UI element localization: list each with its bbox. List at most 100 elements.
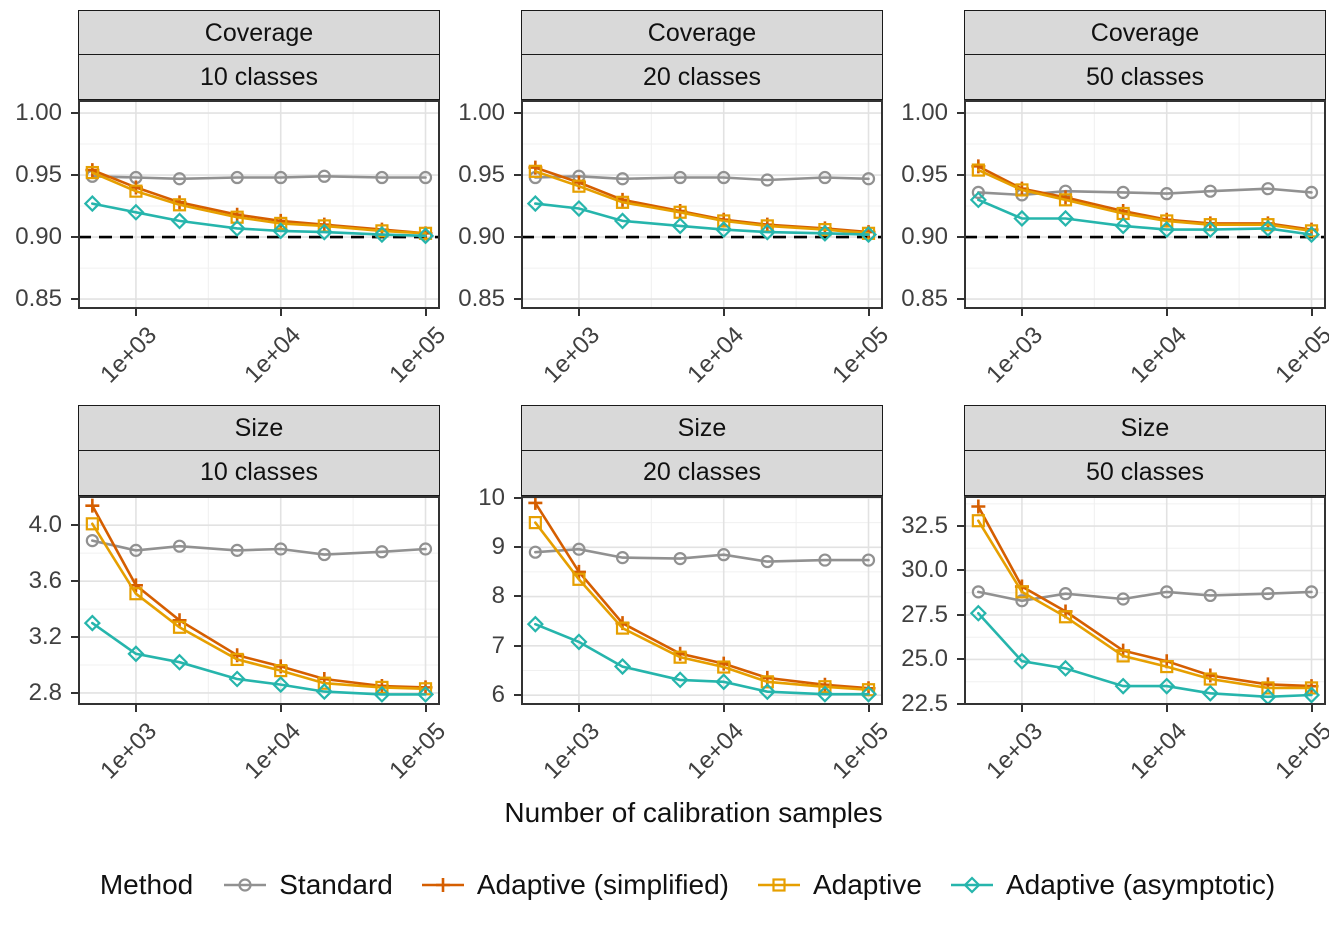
series-marker-diamond-icon	[758, 223, 776, 242]
strip-classes: 10 classes	[78, 449, 440, 496]
x-tick	[1165, 309, 1168, 317]
series-marker-circle-icon	[1261, 182, 1275, 196]
series-marker-square-icon	[375, 224, 389, 238]
y-axis: 22.5 25.0 27.5 30.0 32.5	[886, 496, 964, 715]
x-tick-label: 1e+05	[1270, 717, 1329, 785]
series-marker-diamond-icon	[127, 204, 145, 222]
x-tick	[867, 309, 870, 317]
series-marker-square-icon	[818, 679, 832, 694]
series-line	[91, 202, 427, 238]
series-marker-circle-icon	[317, 170, 331, 184]
y-tick	[71, 691, 78, 694]
x-tick	[279, 704, 282, 712]
facet-plot	[521, 495, 883, 705]
strip-metric: Size	[521, 405, 883, 452]
series-marker-circle-icon	[230, 171, 244, 185]
x-tick	[722, 704, 725, 712]
panel-border	[964, 100, 1326, 310]
y-tick	[957, 702, 964, 705]
y-tick	[957, 236, 964, 239]
series-marker-diamond-icon	[570, 633, 588, 651]
legend-circle-icon	[224, 878, 267, 892]
series-marker-circle-icon	[861, 553, 876, 567]
legend-item-label: Adaptive (simplified)	[476, 868, 729, 900]
series-marker-square-icon	[1116, 649, 1130, 663]
series-marker-circle-icon	[1160, 187, 1174, 201]
series-marker-circle-icon	[818, 553, 832, 567]
y-tick-label: 0.85	[901, 285, 948, 313]
series-marker-square-icon	[1304, 681, 1319, 695]
series-marker-diamond-icon	[671, 217, 689, 235]
series-marker-diamond-icon	[170, 212, 189, 230]
series-marker-square-icon	[528, 165, 542, 179]
series-marker-square-icon	[971, 163, 985, 178]
series-line	[534, 175, 870, 182]
series-marker-square-icon	[528, 515, 542, 530]
x-tick-label: 1e+04	[239, 717, 307, 785]
y-tick	[957, 174, 964, 177]
y-tick	[957, 569, 964, 572]
x-tick	[1020, 309, 1023, 317]
series-marker-diamond-icon	[1114, 217, 1132, 235]
x-axis: 1e+03 1e+04 1e+05	[521, 309, 894, 391]
series-marker-square-icon	[1015, 585, 1029, 599]
x-tick	[867, 704, 870, 712]
panel-area: 0.85 0.90 0.95 1.00	[886, 100, 1329, 313]
legend-item-standard: Standard	[222, 869, 393, 901]
y-tick	[514, 496, 521, 499]
x-tick-label: 1e+05	[384, 321, 452, 389]
legend-item-adaptive-simplified: Adaptive (simplified)	[420, 869, 729, 901]
series-line	[91, 539, 427, 556]
y-tick	[71, 174, 78, 177]
series-marker-square-icon	[85, 517, 99, 531]
series-marker-square-icon	[572, 180, 586, 194]
strip-classes: 20 classes	[521, 449, 883, 496]
y-tick-label: 32.5	[901, 511, 948, 539]
series-marker-diamond-icon	[272, 222, 290, 240]
facet-coverage-50-classes: Coverage 50 classes 0.85 0.90 0.95 1.00 1e+…	[886, 10, 1329, 391]
series-marker-diamond-icon	[613, 657, 632, 675]
plot-panel	[521, 495, 883, 705]
series-marker-circle-icon	[1304, 585, 1319, 599]
strip-metric: Size	[964, 405, 1326, 452]
series-marker-diamond-icon	[1056, 659, 1075, 677]
x-tick	[722, 309, 725, 317]
y-tick	[71, 112, 78, 115]
series-marker-diamond-icon	[1114, 677, 1132, 695]
panel-border	[521, 495, 883, 705]
y-tick-label: 0.90	[15, 223, 62, 251]
y-tick-label: 0.85	[15, 285, 62, 313]
x-axis: 1e+03 1e+04 1e+05	[964, 704, 1329, 787]
plot-panel	[78, 100, 440, 310]
plot-panel	[78, 495, 440, 705]
x-tick-label: 1e+04	[1125, 717, 1193, 785]
series-marker-circle-icon	[971, 186, 985, 200]
series-line	[534, 170, 870, 236]
y-tick-label: 0.95	[901, 161, 948, 189]
y-tick	[514, 298, 521, 301]
series-marker-diamond-icon	[526, 615, 544, 633]
legend: Method Standard Adaptive (simplified) Ad…	[0, 869, 1329, 901]
series-marker-diamond-icon	[1201, 221, 1219, 239]
y-tick	[71, 579, 78, 582]
series-marker-circle-icon	[717, 547, 731, 562]
facet-row-coverage: Coverage 10 classes 0.85 0.90 0.95 1.00 1e+…	[0, 0, 1329, 391]
series-line	[91, 504, 427, 689]
x-tick	[134, 309, 137, 317]
y-tick	[957, 524, 964, 527]
series-marker-diamond-icon	[715, 221, 733, 239]
series-marker-circle-icon	[172, 539, 187, 553]
strip-classes-label: 50 classes	[1085, 62, 1205, 91]
series-marker-circle-icon	[375, 544, 389, 559]
series-line	[534, 622, 870, 696]
plot-panel	[521, 100, 883, 310]
y-tick-label: 0.90	[901, 223, 948, 251]
series-marker-diamond-icon	[1158, 677, 1176, 695]
y-tick-label: 4.0	[28, 511, 62, 539]
x-tick-label: 1e+03	[537, 321, 605, 389]
y-axis: 0.85 0.90 0.95 1.00	[886, 100, 964, 313]
series-marker-diamond-icon	[1302, 226, 1321, 244]
y-tick	[514, 595, 521, 598]
series-marker-diamond-icon	[83, 195, 101, 213]
series-marker-diamond-icon	[570, 200, 588, 218]
